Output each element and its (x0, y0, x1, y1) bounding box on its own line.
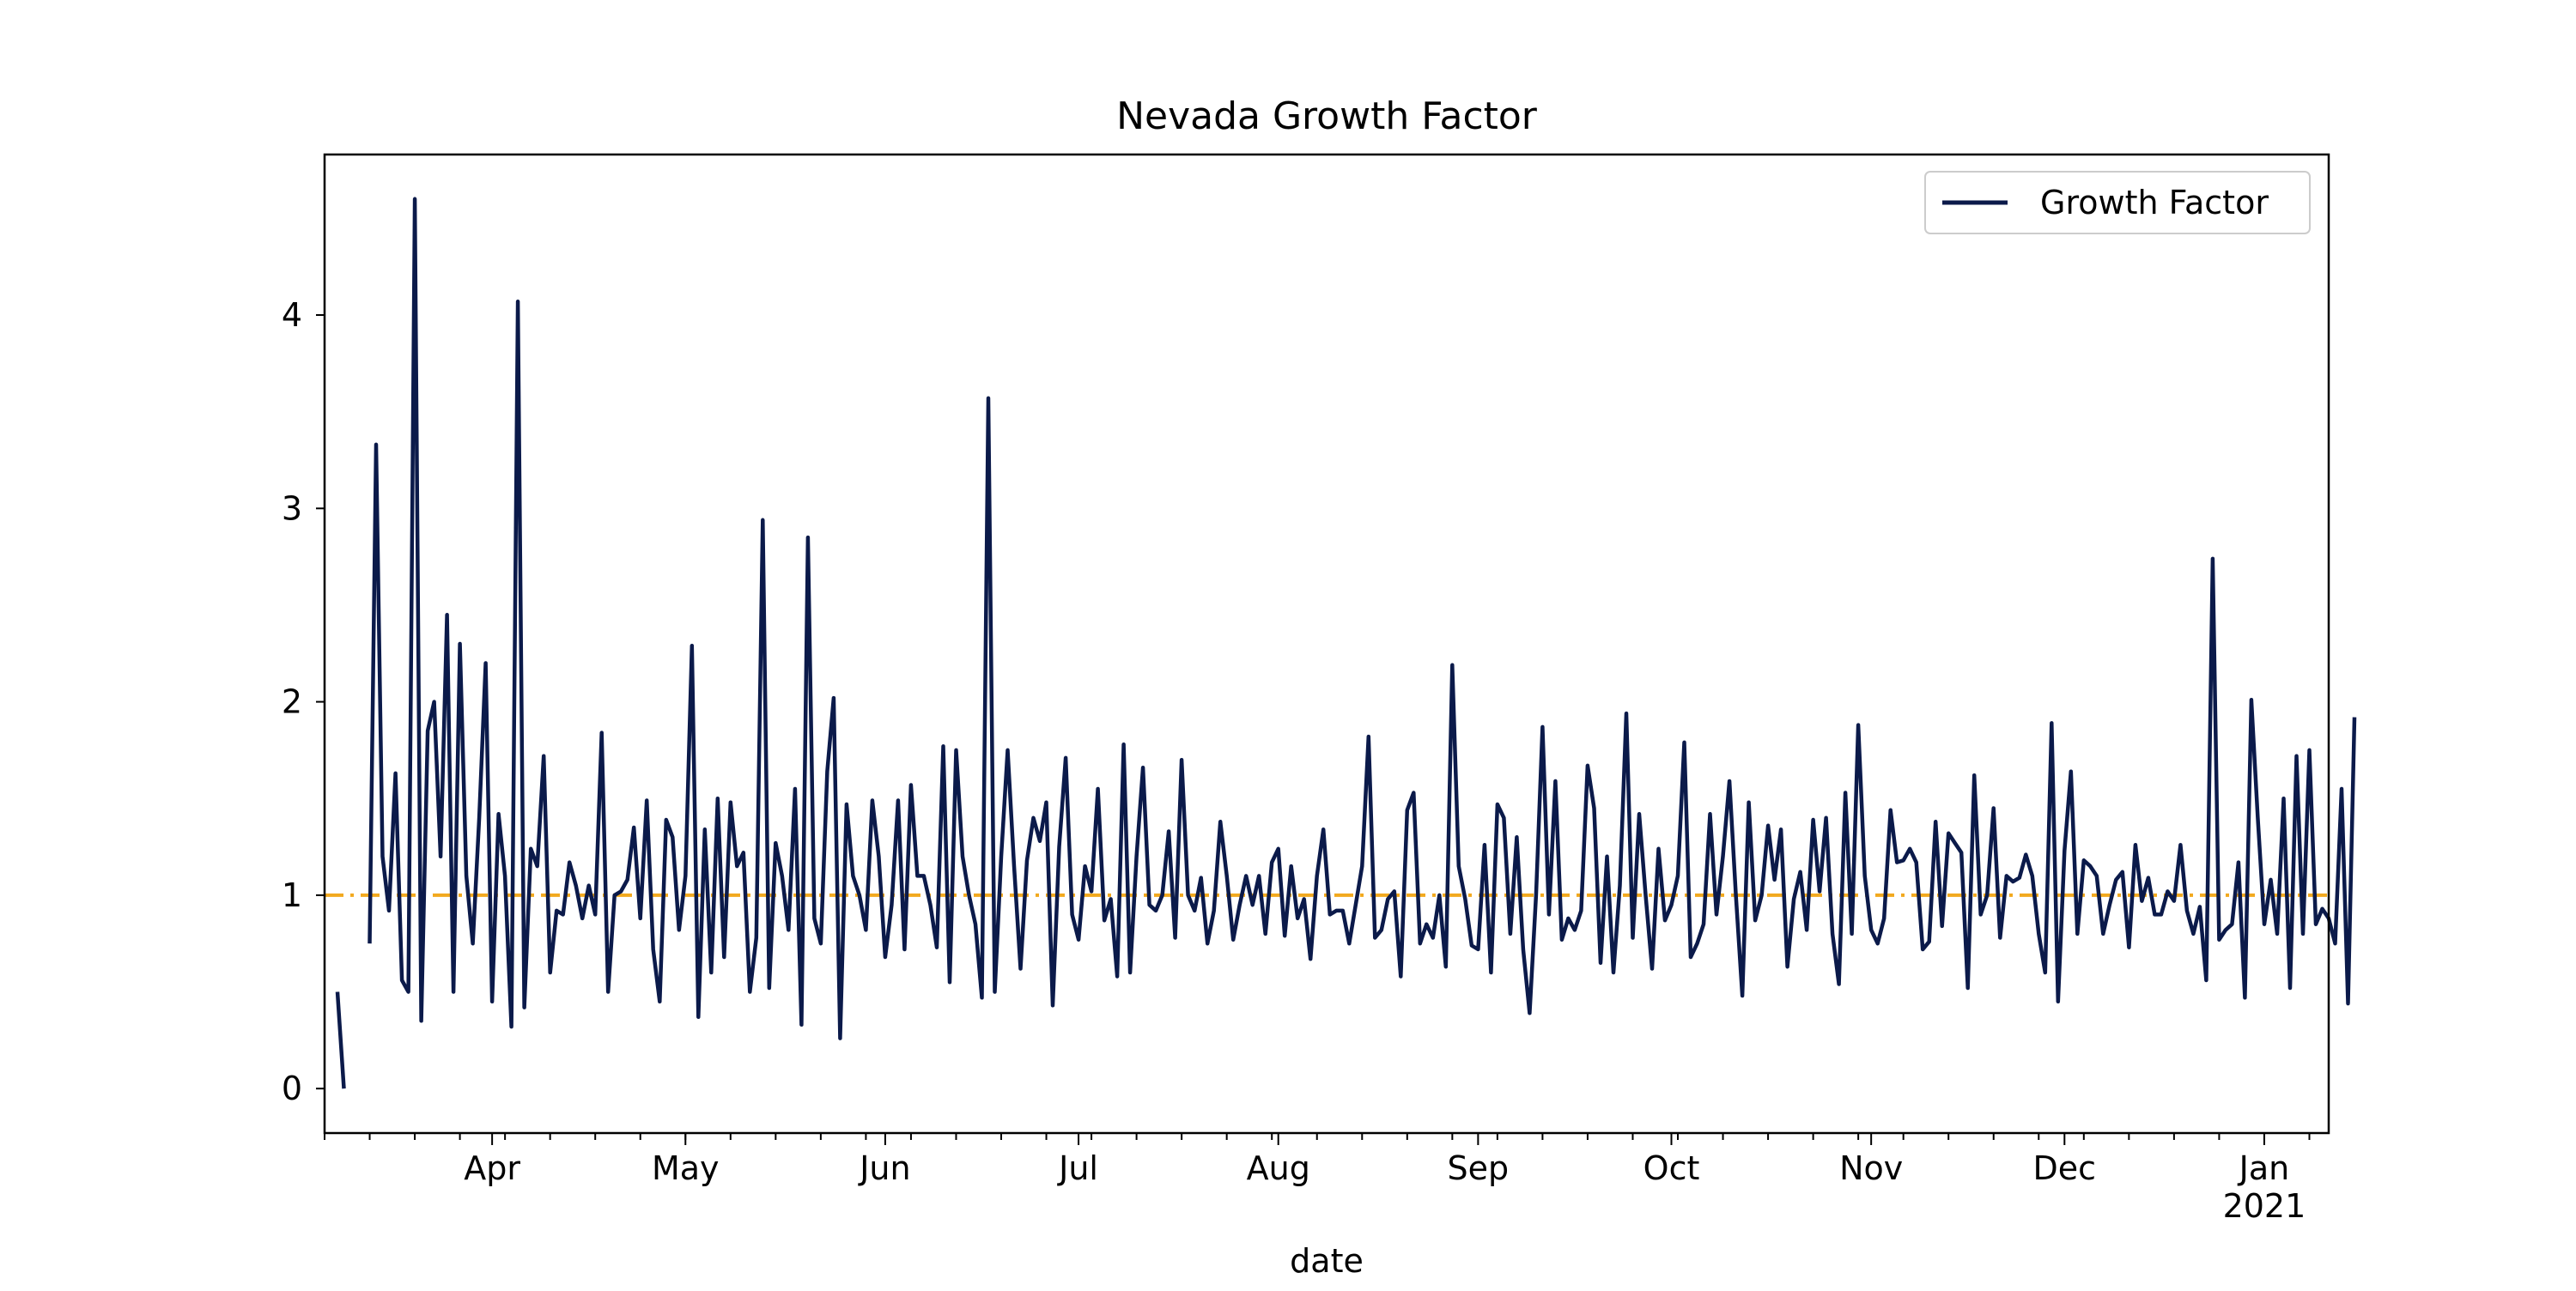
x-tick-label: May (652, 1149, 720, 1187)
x-tick-label: Jun (858, 1149, 910, 1187)
legend-label: Growth Factor (2040, 184, 2269, 221)
y-tick-label: 3 (282, 489, 302, 527)
chart-title: Nevada Growth Factor (1116, 94, 1538, 138)
x-tick-label: Dec (2033, 1149, 2097, 1187)
axes-frame (323, 153, 2330, 1135)
x-tick-label: Apr (464, 1149, 520, 1187)
legend-box (1924, 171, 2311, 234)
x-tick-label: Jul (1057, 1149, 1098, 1187)
x-tick-label: Aug (1247, 1149, 1310, 1187)
x-tick-label: Jan (2238, 1149, 2290, 1187)
series-line-growth-factor (335, 197, 2357, 1089)
x-tick-sublabel: 2021 (2223, 1187, 2306, 1225)
y-tick-label: 1 (282, 876, 302, 914)
x-tick-label: Nov (1839, 1149, 1903, 1187)
x-tick-label: Sep (1448, 1149, 1510, 1187)
y-tick-label: 4 (282, 296, 302, 334)
x-tick-label: Oct (1643, 1149, 1700, 1187)
y-tick-label: 2 (282, 683, 302, 721)
y-tick-label: 0 (282, 1070, 302, 1107)
x-axis-label: date (1290, 1242, 1364, 1280)
